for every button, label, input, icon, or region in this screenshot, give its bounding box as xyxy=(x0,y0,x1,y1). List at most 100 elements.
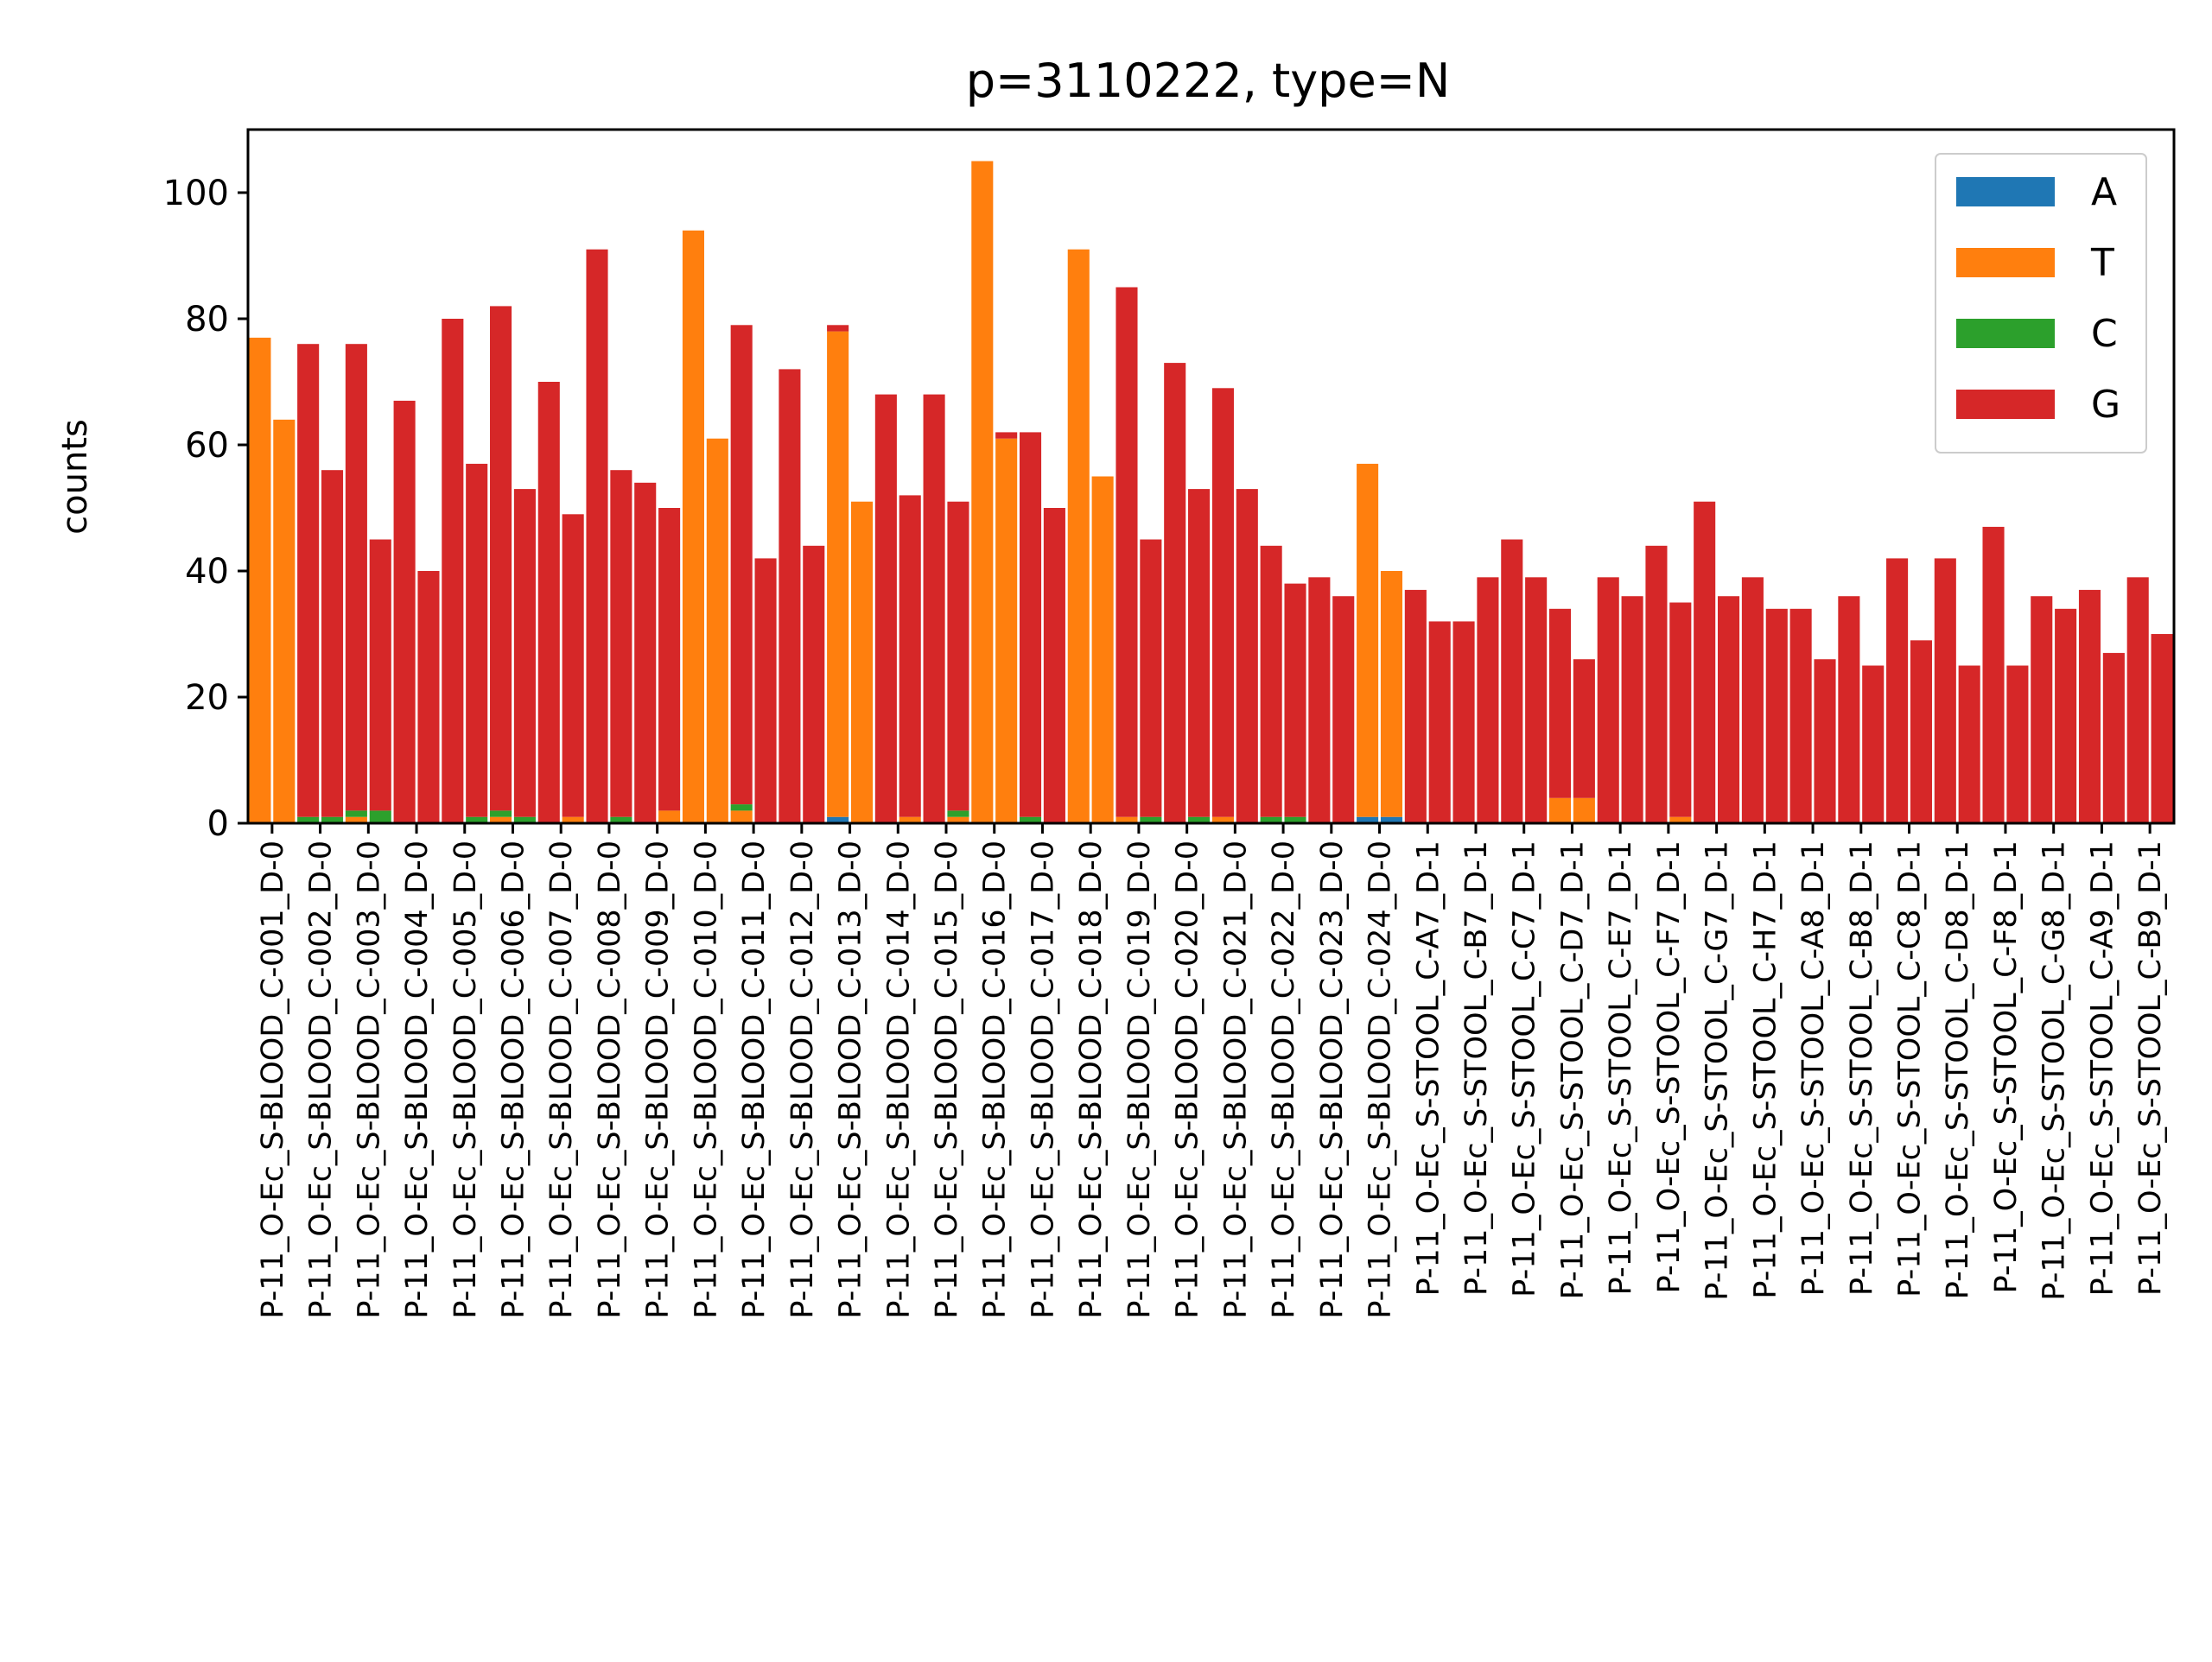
x-tick-label-33: P-11_O-Ec_S-STOOL_C-A8_D-1 xyxy=(1796,841,1831,1296)
x-tick-label-7: P-11_O-Ec_S-BLOOD_C-007_D-0 xyxy=(544,841,579,1319)
y-tick-label-40: 40 xyxy=(185,552,229,592)
bar-T-16-2 xyxy=(995,438,1018,823)
y-tick-label-80: 80 xyxy=(185,300,229,339)
bar-G-8-1 xyxy=(586,249,608,823)
bar-G-12-2 xyxy=(803,545,825,823)
x-tick-label-8: P-11_O-Ec_S-BLOOD_C-008_D-0 xyxy=(593,841,627,1319)
bar-G-7-1 xyxy=(537,382,560,823)
bar-G-26-2 xyxy=(1477,577,1499,823)
x-tick-label-3: P-11_O-Ec_S-BLOOD_C-003_D-0 xyxy=(352,841,386,1319)
bar-G-8-2 xyxy=(610,470,632,817)
bars-layer xyxy=(249,161,2173,824)
bar-G-21-1 xyxy=(1211,388,1234,817)
bar-T-28-1 xyxy=(1548,797,1572,823)
bar-C-11-1 xyxy=(730,804,753,811)
x-tick-label-39: P-11_O-Ec_S-STOOL_C-A9_D-1 xyxy=(2085,841,2120,1296)
bar-G-36-1 xyxy=(1934,558,1956,823)
bar-G-31-2 xyxy=(1718,596,1740,823)
bar-G-34-1 xyxy=(1838,596,1860,823)
bar-G-27-1 xyxy=(1501,539,1523,823)
y-tick-label-20: 20 xyxy=(185,678,229,718)
bar-C-2-2 xyxy=(321,816,344,823)
x-tick-label-34: P-11_O-Ec_S-STOOL_C-B8_D-1 xyxy=(1845,841,1879,1296)
bar-G-38-1 xyxy=(2031,596,2053,823)
bar-G-5-2 xyxy=(466,463,488,817)
bar-G-20-2 xyxy=(1188,489,1211,817)
bar-T-15-2 xyxy=(947,816,969,823)
x-tick-label-10: P-11_O-Ec_S-BLOOD_C-010_D-0 xyxy=(689,841,723,1319)
bar-G-39-2 xyxy=(2102,652,2125,823)
bar-G-2-1 xyxy=(297,344,320,817)
bar-G-9-2 xyxy=(658,508,681,811)
bar-T-10-1 xyxy=(682,230,704,823)
bar-T-16-1 xyxy=(971,161,994,823)
legend-label-T: T xyxy=(2090,241,2114,285)
bar-T-21-1 xyxy=(1211,816,1234,823)
x-tick-label-16: P-11_O-Ec_S-BLOOD_C-016_D-0 xyxy=(978,841,1013,1319)
legend-label-G: G xyxy=(2091,383,2120,427)
bar-T-9-2 xyxy=(658,810,681,823)
bar-G-20-1 xyxy=(1164,363,1186,824)
bar-G-35-2 xyxy=(1910,640,1932,823)
x-tick-label-24: P-11_O-Ec_S-BLOOD_C-024_D-0 xyxy=(1363,841,1398,1319)
bar-G-19-2 xyxy=(1140,539,1162,817)
chart-title: p=3110222, type=N xyxy=(966,54,1451,108)
bar-G-17-2 xyxy=(1043,508,1065,823)
bar-G-32-1 xyxy=(1741,577,1764,823)
bar-T-18-1 xyxy=(1067,249,1090,823)
bar-G-25-1 xyxy=(1404,589,1427,823)
bar-T-24-1 xyxy=(1357,463,1379,817)
bar-G-37-1 xyxy=(1982,526,2005,823)
bar-T-1-2 xyxy=(273,419,296,823)
x-tick-label-37: P-11_O-Ec_S-STOOL_C-F8_D-1 xyxy=(1989,841,2024,1293)
x-tick-label-5: P-11_O-Ec_S-BLOOD_C-005_D-0 xyxy=(448,841,483,1319)
x-tick-label-38: P-11_O-Ec_S-STOOL_C-G8_D-1 xyxy=(2037,841,2072,1301)
bar-T-24-2 xyxy=(1380,571,1403,817)
bar-C-22-1 xyxy=(1260,816,1282,823)
bar-G-14-1 xyxy=(874,394,897,823)
bar-G-30-2 xyxy=(1669,602,1692,817)
axes-layer: 0 20 40 60 80 100 P-11_O-Ec_S-BLOOD_C-001_D-0 P… xyxy=(163,128,2176,1319)
bar-C-8-2 xyxy=(610,816,632,823)
bar-T-11-1 xyxy=(730,810,753,823)
x-tick-label-4: P-11_O-Ec_S-BLOOD_C-004_D-0 xyxy=(400,841,435,1319)
x-tick-label-32: P-11_O-Ec_S-STOOL_C-H7_D-1 xyxy=(1748,841,1783,1299)
x-tick-label-2: P-11_O-Ec_S-BLOOD_C-002_D-0 xyxy=(304,841,339,1319)
bar-G-38-2 xyxy=(2055,608,2077,823)
bar-T-10-2 xyxy=(706,438,728,823)
bar-G-11-1 xyxy=(730,325,753,805)
bar-C-5-2 xyxy=(466,816,488,823)
bar-G-31-1 xyxy=(1694,501,1716,823)
x-tick-label-28: P-11_O-Ec_S-STOOL_C-D7_D-1 xyxy=(1555,841,1590,1299)
bar-G-6-1 xyxy=(490,306,512,811)
bar-G-22-1 xyxy=(1260,545,1282,817)
bar-G-4-1 xyxy=(393,400,416,823)
bar-T-28-2 xyxy=(1573,797,1595,823)
bar-C-19-2 xyxy=(1140,816,1162,823)
x-tick-label-1: P-11_O-Ec_S-BLOOD_C-001_D-0 xyxy=(256,841,290,1319)
bar-G-3-1 xyxy=(345,344,367,811)
bar-T-14-2 xyxy=(899,816,921,823)
bar-C-17-1 xyxy=(1019,816,1042,823)
bar-C-2-1 xyxy=(297,816,320,823)
x-tick-label-36: P-11_O-Ec_S-STOOL_C-D8_D-1 xyxy=(1941,841,1975,1299)
y-axis-label: counts xyxy=(55,419,95,535)
x-tick-label-21: P-11_O-Ec_S-BLOOD_C-021_D-0 xyxy=(1218,841,1253,1319)
y-tick-label-0: 0 xyxy=(207,804,229,844)
bar-T-1-1 xyxy=(249,337,271,823)
x-tick-label-14: P-11_O-Ec_S-BLOOD_C-014_D-0 xyxy=(881,841,916,1319)
bar-C-6-2 xyxy=(513,816,536,823)
bar-G-40-2 xyxy=(2151,634,2173,823)
bar-T-6-1 xyxy=(490,816,512,823)
x-tick-label-11: P-11_O-Ec_S-BLOOD_C-011_D-0 xyxy=(737,841,772,1319)
x-tick-label-23: P-11_O-Ec_S-BLOOD_C-023_D-0 xyxy=(1315,841,1350,1319)
bar-G-25-2 xyxy=(1428,621,1451,823)
bar-G-14-2 xyxy=(899,495,921,817)
bar-G-33-1 xyxy=(1789,608,1812,823)
bar-C-3-2 xyxy=(369,810,391,823)
bar-T-13-2 xyxy=(850,501,874,823)
bar-G-34-2 xyxy=(1862,665,1885,823)
bar-G-9-1 xyxy=(634,482,657,823)
